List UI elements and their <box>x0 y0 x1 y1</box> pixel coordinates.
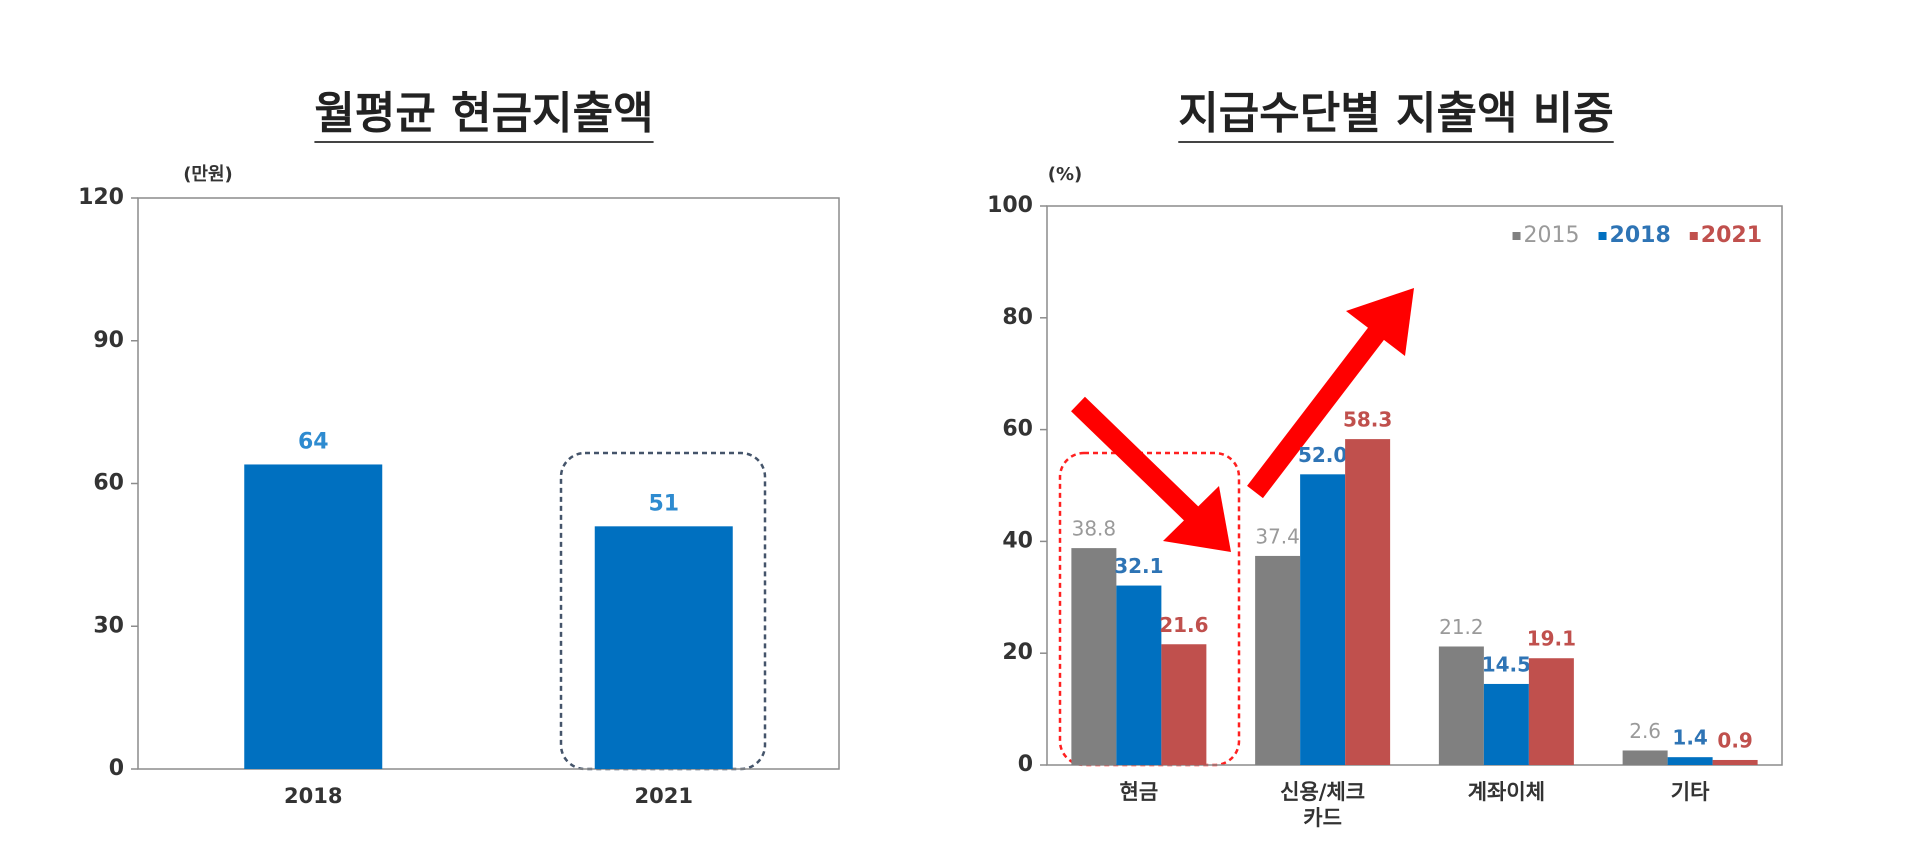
legend-swatch <box>1598 232 1607 240</box>
value-label: 38.8 <box>1072 517 1117 541</box>
legend-label: 2021 <box>1701 223 1762 248</box>
value-label: 64 <box>298 429 329 454</box>
value-label: 21.6 <box>1159 613 1208 637</box>
bar <box>1712 759 1758 765</box>
x-tick-label: 2021 <box>634 784 693 808</box>
legend-label: 2015 <box>1524 223 1580 248</box>
bar <box>1116 585 1162 765</box>
bar <box>1161 644 1207 765</box>
bar <box>1345 439 1391 765</box>
bar <box>1667 757 1713 765</box>
bar <box>1438 646 1484 765</box>
value-label: 1.4 <box>1672 726 1707 750</box>
value-label: 52.0 <box>1298 443 1347 467</box>
bar <box>594 526 733 769</box>
value-label: 37.4 <box>1255 524 1300 548</box>
value-label: 51 <box>648 491 679 516</box>
unit-label: (%) <box>1048 164 1083 185</box>
x-tick-label: 현금 <box>1119 780 1159 804</box>
legend-swatch <box>1689 232 1698 240</box>
unit-label: (만원) <box>183 164 233 185</box>
y-tick-label: 60 <box>1002 417 1033 442</box>
bar <box>1300 474 1346 765</box>
bar <box>1622 750 1668 765</box>
bar <box>1255 555 1301 765</box>
y-tick-label: 60 <box>93 471 124 496</box>
y-tick-label: 0 <box>109 756 124 781</box>
legend-label: 2018 <box>1610 223 1671 248</box>
bar <box>1071 548 1117 765</box>
value-label: 21.2 <box>1439 615 1484 639</box>
y-tick-label: 100 <box>987 193 1033 218</box>
arrow-down <box>1071 396 1231 552</box>
value-label: 19.1 <box>1527 627 1576 651</box>
x-tick-label: 계좌이체 <box>1467 780 1546 804</box>
y-tick-label: 20 <box>1002 640 1033 665</box>
value-label: 2.6 <box>1629 719 1661 743</box>
value-label: 32.1 <box>1114 554 1163 578</box>
chart-title: 지급수단별 지출액 비중 <box>1178 88 1613 139</box>
y-tick-label: 30 <box>93 613 124 638</box>
x-tick-label: 신용/체크 카드 <box>1280 780 1366 830</box>
x-tick-label: 기타 <box>1670 780 1710 804</box>
y-tick-label: 90 <box>93 328 124 353</box>
legend-swatch <box>1512 232 1521 240</box>
value-label: 0.9 <box>1717 728 1752 752</box>
arrow-up <box>1247 288 1414 499</box>
y-tick-label: 120 <box>78 185 124 210</box>
x-tick-label: 2018 <box>284 784 343 808</box>
bar <box>1528 658 1574 765</box>
plot-frame <box>137 197 840 770</box>
y-tick-label: 40 <box>1002 528 1033 553</box>
bar <box>1483 683 1529 765</box>
chart-title: 월평균 현금지출액 <box>314 88 653 139</box>
y-tick-label: 80 <box>1002 305 1033 330</box>
y-tick-label: 0 <box>1018 752 1033 777</box>
plot-frame <box>1046 205 1783 766</box>
value-label: 14.5 <box>1482 652 1531 676</box>
value-label: 58.3 <box>1343 408 1392 432</box>
bar <box>244 464 383 769</box>
